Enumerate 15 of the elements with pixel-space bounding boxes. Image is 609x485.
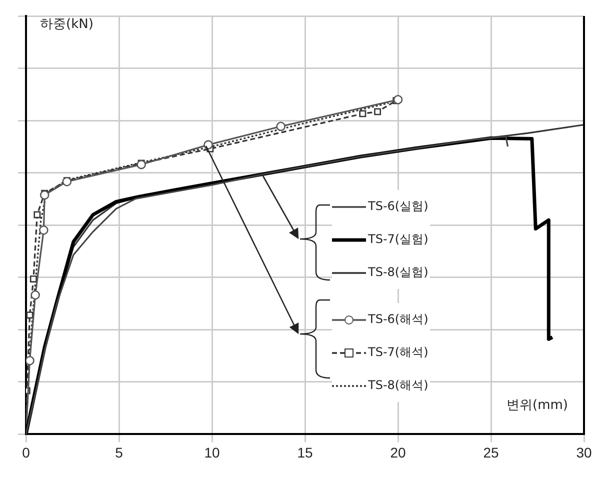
- legend-label: TS-7(해석): [368, 344, 428, 361]
- x-tick-label: 10: [204, 444, 220, 460]
- legend-label: TS-6(해석): [368, 311, 428, 328]
- x-tick-label: 15: [297, 444, 313, 460]
- x-tick-label: 30: [576, 444, 592, 460]
- legend-label: TS-7(실험): [368, 231, 428, 248]
- text: 하중(kN): [40, 16, 94, 32]
- x-axis-title: 변위(mm): [506, 398, 568, 414]
- legend-label: TS-8(실험): [368, 264, 428, 281]
- x-tick-label: 25: [483, 444, 499, 460]
- legend-label: TS-8(해석): [368, 377, 428, 394]
- x-tick-label: 5: [115, 444, 124, 460]
- x-tick-label: 20: [390, 444, 406, 460]
- x-tick-label: 0: [22, 444, 30, 460]
- legend-label: TS-6(실험): [368, 198, 428, 215]
